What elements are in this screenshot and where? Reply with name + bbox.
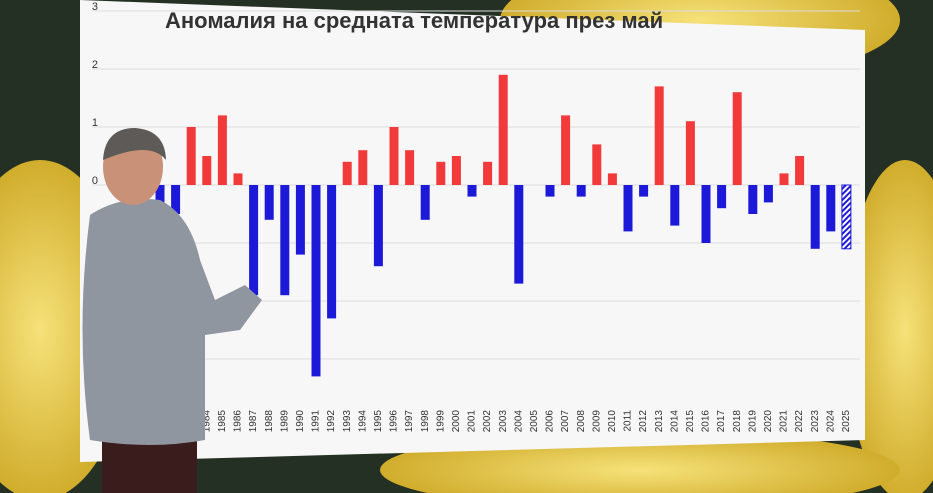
bar: [451, 156, 461, 185]
x-tick-label: 1993: [342, 410, 353, 433]
x-tick-label: 1992: [326, 410, 337, 433]
bar: [405, 150, 415, 185]
bar: [420, 185, 430, 220]
x-tick-label: 2010: [607, 410, 618, 433]
x-tick-label: 2015: [685, 410, 696, 433]
x-tick-label: 1984: [201, 410, 212, 433]
bar: [295, 185, 305, 255]
x-tick-label: 1998: [420, 410, 431, 433]
x-tick-label: 2003: [498, 410, 509, 433]
bar: [217, 115, 227, 185]
bar: [748, 185, 758, 214]
bar: [311, 185, 321, 377]
x-tick-label: 2014: [669, 410, 680, 433]
bar: [498, 74, 508, 185]
bar: [685, 121, 695, 185]
x-tick-label: 2025: [841, 410, 852, 433]
x-tick-label: 1999: [435, 410, 446, 433]
y-tick-label: 0: [92, 175, 98, 187]
bar: [514, 185, 524, 284]
bar: [171, 185, 181, 214]
x-tick-label: 2017: [716, 410, 727, 433]
x-tick-label: 1996: [389, 410, 400, 433]
x-tick-label: 2020: [763, 410, 774, 433]
presenter-jacket: [82, 199, 262, 445]
bar: [826, 185, 836, 232]
x-tick-label: 2001: [467, 410, 478, 433]
flower-right: [845, 160, 933, 493]
x-tick-label: 2012: [638, 410, 649, 433]
x-tick-label: 2011: [623, 410, 634, 432]
bar: [545, 185, 555, 197]
x-tick-label: 1986: [233, 410, 244, 433]
bar: [436, 161, 446, 185]
x-tick-label: 1997: [404, 410, 415, 433]
x-tick-label: 2008: [576, 410, 587, 433]
x-tick-label: 2002: [482, 410, 493, 433]
presenter-hair: [103, 128, 166, 160]
bar: [717, 185, 727, 209]
x-tick-label: 1991: [311, 410, 322, 433]
x-tick-label: 2021: [779, 410, 790, 433]
chart-title: Аномалия на средната температура през ма…: [165, 8, 663, 33]
y-tick-label: 3: [92, 1, 98, 13]
x-tick-label: 2013: [654, 410, 665, 433]
bar: [763, 185, 773, 203]
bar: [576, 185, 586, 197]
bar: [483, 161, 493, 185]
x-tick-label: 2023: [810, 410, 821, 433]
bar: [186, 127, 196, 185]
bar: [327, 185, 337, 319]
bar: [264, 185, 274, 220]
bar: [654, 86, 664, 185]
bar: [592, 144, 602, 185]
x-tick-label: 2009: [591, 410, 602, 433]
bar: [358, 150, 368, 185]
x-tick-label: 2016: [701, 410, 712, 433]
bar: [810, 185, 820, 249]
bar: [841, 184, 852, 250]
bar: [249, 185, 259, 296]
x-tick-label: 2000: [451, 410, 462, 433]
x-tick-label: 2019: [747, 410, 758, 433]
bar: [342, 161, 352, 185]
x-tick-label: 2018: [732, 410, 743, 433]
x-tick-label: 1994: [357, 410, 368, 433]
bar: [389, 127, 399, 185]
bar: [779, 173, 789, 185]
bar: [623, 185, 633, 232]
x-tick-label: 1990: [295, 410, 306, 433]
bar: [202, 156, 212, 185]
presenter: [82, 128, 262, 493]
bar: [670, 185, 680, 226]
bar: [373, 185, 383, 267]
bar: [607, 173, 617, 185]
x-tick-label: 2005: [529, 410, 540, 433]
bar: [701, 185, 711, 243]
x-tick-label: 2022: [794, 410, 805, 433]
x-tick-label: 1987: [248, 410, 259, 433]
bar: [732, 92, 742, 185]
x-tick-label: 1985: [217, 410, 228, 433]
x-tick-label: 2007: [560, 410, 571, 433]
bar: [561, 115, 571, 185]
x-tick-label: 2004: [513, 410, 524, 433]
y-tick-label: 1: [92, 117, 98, 129]
bar: [467, 185, 477, 197]
x-tick-label: 2024: [825, 410, 836, 433]
x-tick-label: 1988: [264, 410, 275, 433]
x-tick-label: 1989: [279, 410, 290, 433]
y-tick-label: 2: [92, 59, 98, 71]
bar: [795, 156, 805, 185]
bar: [639, 185, 649, 197]
screen-panel: [80, 0, 865, 462]
x-tick-label: 1995: [373, 410, 384, 433]
bar: [233, 173, 243, 185]
bar: [280, 185, 290, 296]
x-tick-label: 2006: [545, 410, 556, 433]
